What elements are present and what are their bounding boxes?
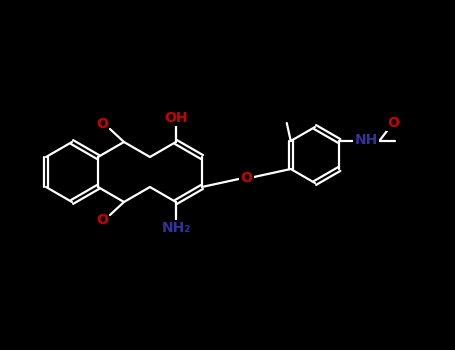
Text: OH: OH (164, 111, 187, 125)
Text: O: O (96, 213, 108, 227)
Text: O: O (240, 171, 252, 185)
Text: NH: NH (354, 133, 378, 147)
Text: O: O (96, 117, 108, 131)
Text: O: O (387, 116, 399, 130)
Text: NH₂: NH₂ (162, 221, 191, 235)
